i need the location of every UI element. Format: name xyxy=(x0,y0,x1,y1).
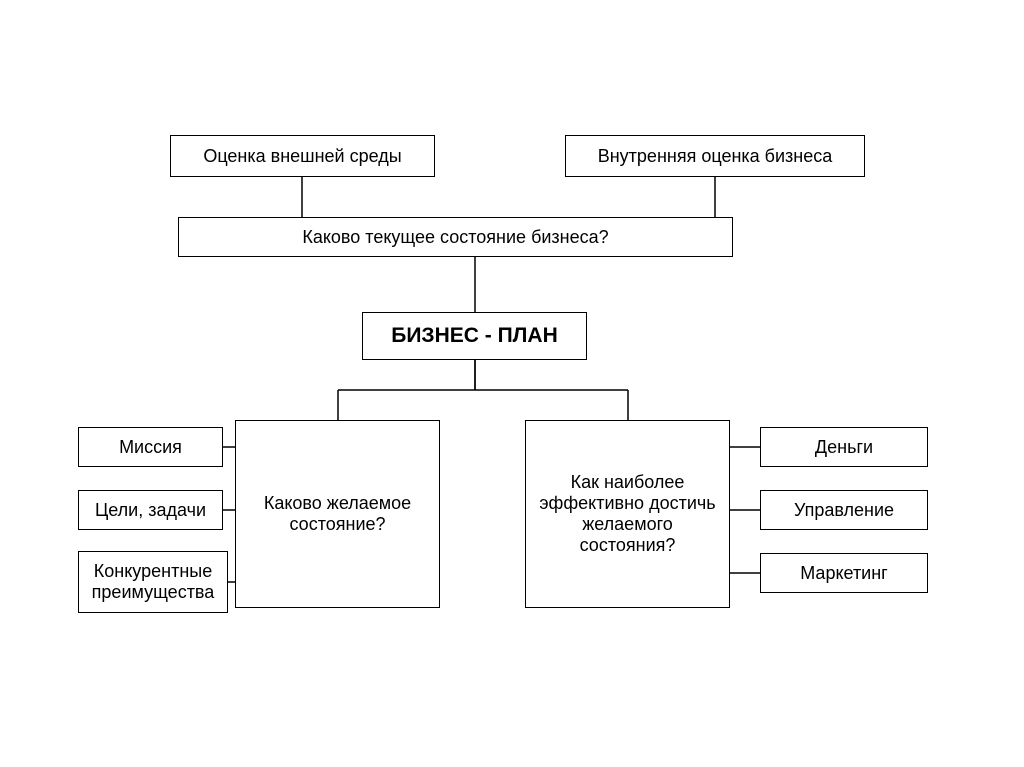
node-how-achieve: Как наиболее эффективно достичь желаемог… xyxy=(525,420,730,608)
connector-lines xyxy=(0,0,1024,767)
node-label: Управление xyxy=(794,500,894,521)
node-marketing: Маркетинг xyxy=(760,553,928,593)
node-advantages: Конкурентные преимущества xyxy=(78,551,228,613)
node-internal-biz: Внутренняя оценка бизнеса xyxy=(565,135,865,177)
node-label: БИЗНЕС - ПЛАН xyxy=(391,324,558,348)
node-label: Каково желаемое состояние? xyxy=(244,493,431,535)
node-mission: Миссия xyxy=(78,427,223,467)
node-label: Как наиболее эффективно достичь желаемог… xyxy=(534,472,721,556)
node-label: Цели, задачи xyxy=(95,500,206,521)
node-goals: Цели, задачи xyxy=(78,490,223,530)
node-desired-state: Каково желаемое состояние? xyxy=(235,420,440,608)
node-label: Конкурентные преимущества xyxy=(87,561,219,603)
node-current-state: Каково текущее состояние бизнеса? xyxy=(178,217,733,257)
node-label: Маркетинг xyxy=(800,563,888,584)
node-label: Каково текущее состояние бизнеса? xyxy=(302,227,608,248)
node-label: Оценка внешней среды xyxy=(203,146,401,167)
node-label: Миссия xyxy=(119,437,182,458)
node-business-plan: БИЗНЕС - ПЛАН xyxy=(362,312,587,360)
node-external-env: Оценка внешней среды xyxy=(170,135,435,177)
node-label: Деньги xyxy=(815,437,873,458)
node-label: Внутренняя оценка бизнеса xyxy=(598,146,833,167)
node-management: Управление xyxy=(760,490,928,530)
diagram-canvas: Оценка внешней среды Внутренняя оценка б… xyxy=(0,0,1024,767)
node-money: Деньги xyxy=(760,427,928,467)
